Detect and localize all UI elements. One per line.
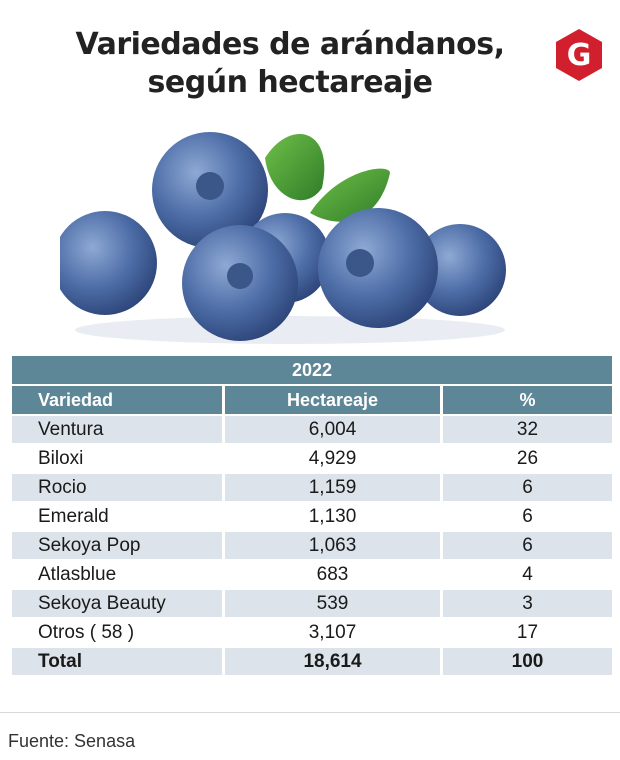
- variety-cell: Atlasblue: [12, 561, 222, 588]
- variety-cell: Otros ( 58 ): [12, 619, 222, 646]
- table-row: Rocio 1,159 6: [12, 474, 612, 501]
- logo-hexagon: [556, 29, 602, 81]
- brand-logo: G: [556, 29, 602, 81]
- data-table: 2022 Variedad Hectareaje % Ventura 6,004 3…: [12, 356, 612, 675]
- divider: [0, 712, 620, 713]
- total-percent-cell: 100: [443, 648, 612, 675]
- table-row: Ventura 6,004 32: [12, 416, 612, 443]
- title-line-2: según hectareaje: [147, 65, 433, 100]
- percent-cell: 6: [443, 503, 612, 530]
- percent-cell: 32: [443, 416, 612, 443]
- percent-cell: 17: [443, 619, 612, 646]
- blueberry-icon: [60, 211, 157, 315]
- column-header-hectareaje: Hectareaje: [225, 386, 440, 414]
- column-header-variedad: Variedad: [12, 386, 222, 414]
- percent-cell: 4: [443, 561, 612, 588]
- variety-cell: Sekoya Beauty: [12, 590, 222, 617]
- variety-cell: Biloxi: [12, 445, 222, 472]
- variety-cell: Rocio: [12, 474, 222, 501]
- hectares-cell: 1,130: [225, 503, 440, 530]
- percent-cell: 26: [443, 445, 612, 472]
- column-header-row: Variedad Hectareaje %: [12, 386, 612, 414]
- blueberry-icon: [318, 208, 438, 328]
- table-row: Atlasblue 683 4: [12, 561, 612, 588]
- hectares-cell: 3,107: [225, 619, 440, 646]
- blueberry-icon: [414, 224, 506, 316]
- leaf-icon: [265, 134, 325, 201]
- calyx: [227, 263, 253, 289]
- hectares-cell: 6,004: [225, 416, 440, 443]
- calyx: [346, 249, 374, 277]
- percent-cell: 3: [443, 590, 612, 617]
- page-title: Variedades de arándanos, según hectareaj…: [40, 26, 540, 102]
- hectares-cell: 1,159: [225, 474, 440, 501]
- hectares-cell: 539: [225, 590, 440, 617]
- hectares-cell: 1,063: [225, 532, 440, 559]
- variety-cell: Emerald: [12, 503, 222, 530]
- logo-letter: G: [567, 38, 592, 73]
- total-variety-cell: Total: [12, 648, 222, 675]
- title-line-1: Variedades de arándanos,: [75, 27, 505, 62]
- column-header-percent: %: [443, 386, 612, 414]
- table-row: Emerald 1,130 6: [12, 503, 612, 530]
- blueberries-illustration: [60, 132, 506, 344]
- total-row: Total 18,614 100: [12, 648, 612, 675]
- leaf-icon: [310, 168, 390, 222]
- source-note: Fuente: Senasa: [8, 731, 136, 751]
- percent-cell: 6: [443, 532, 612, 559]
- variety-cell: Ventura: [12, 416, 222, 443]
- table-row: Otros ( 58 ) 3,107 17: [12, 619, 612, 646]
- hectares-cell: 4,929: [225, 445, 440, 472]
- table-row: Biloxi 4,929 26: [12, 445, 612, 472]
- total-hectares-cell: 18,614: [225, 648, 440, 675]
- calyx: [196, 172, 224, 200]
- year-header: 2022: [12, 356, 612, 384]
- table-row: Sekoya Beauty 539 3: [12, 590, 612, 617]
- shadow: [75, 316, 505, 344]
- hectares-cell: 683: [225, 561, 440, 588]
- table-row: Sekoya Pop 1,063 6: [12, 532, 612, 559]
- percent-cell: 6: [443, 474, 612, 501]
- variety-cell: Sekoya Pop: [12, 532, 222, 559]
